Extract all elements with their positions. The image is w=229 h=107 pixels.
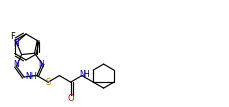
Text: S: S: [46, 78, 51, 87]
Text: N: N: [38, 60, 44, 69]
Text: N: N: [14, 60, 19, 69]
Text: H: H: [83, 70, 89, 79]
Text: O: O: [67, 94, 74, 103]
Text: NH: NH: [25, 72, 36, 81]
Text: F: F: [10, 31, 15, 41]
Text: N: N: [79, 70, 85, 79]
Text: N: N: [14, 39, 19, 48]
